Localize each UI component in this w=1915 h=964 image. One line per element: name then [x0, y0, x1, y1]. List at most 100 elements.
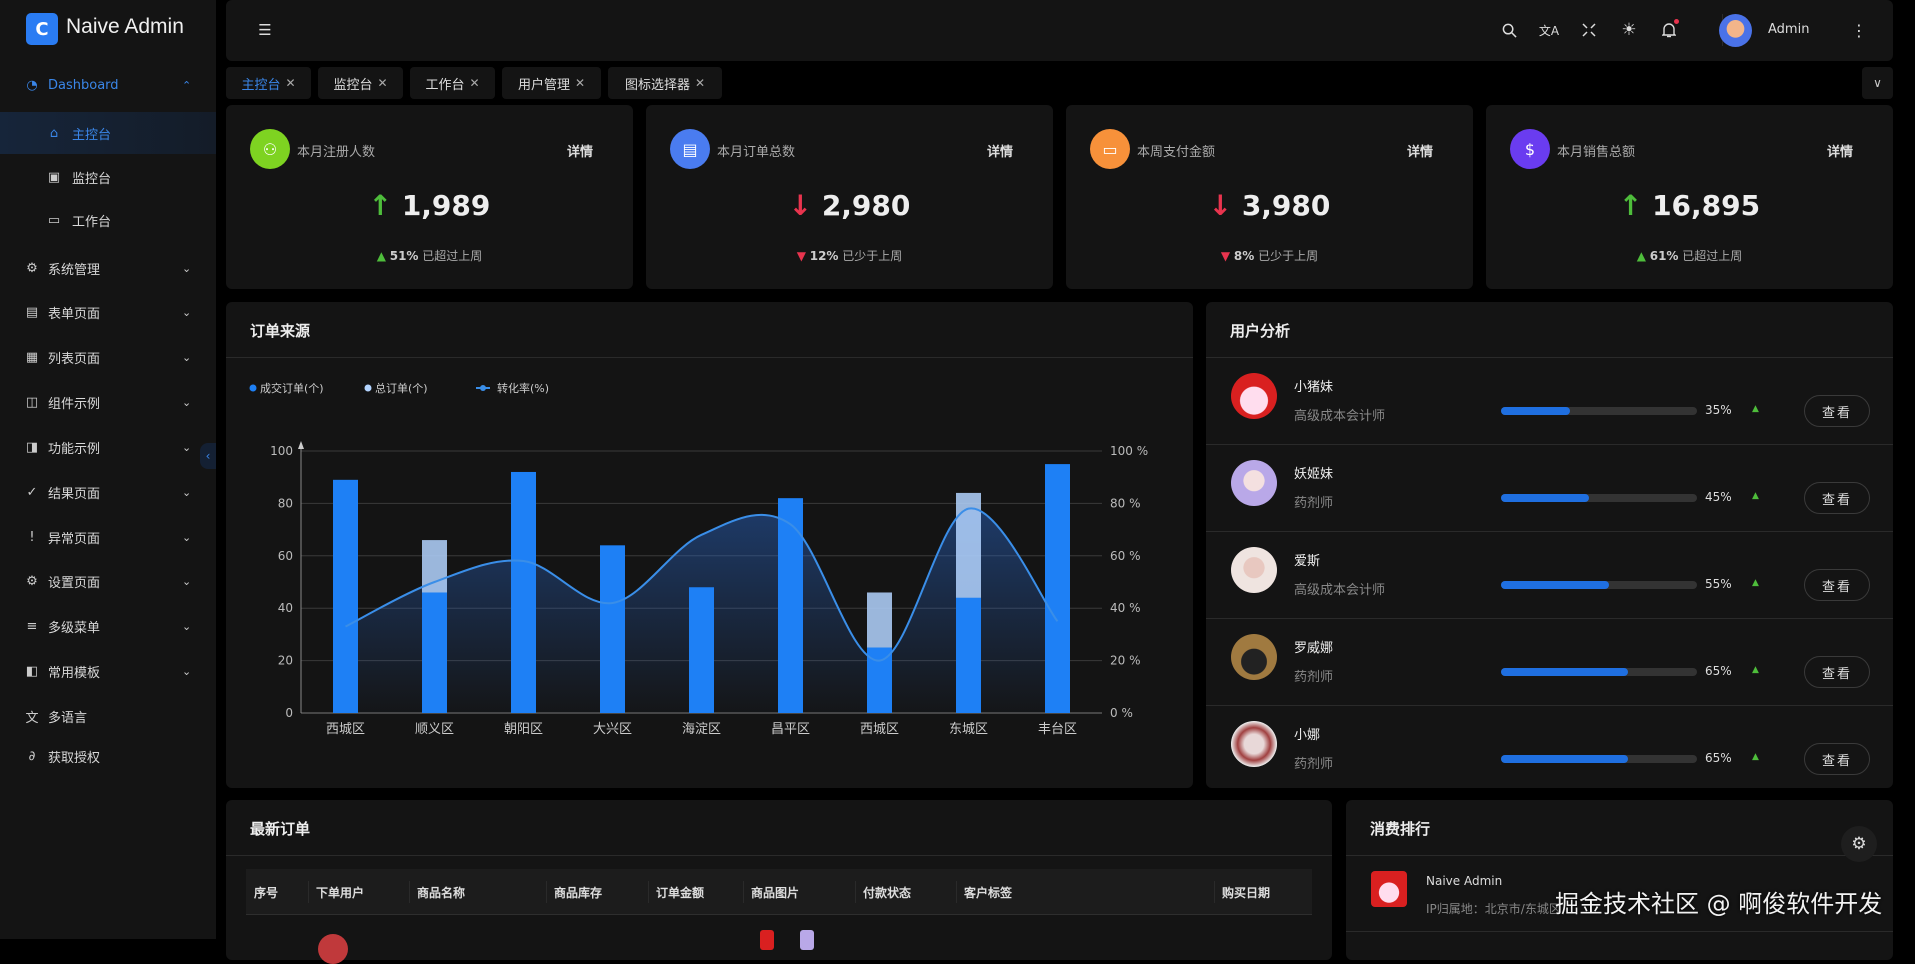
y-right-tick: 80 % — [1110, 496, 1141, 510]
sidebar-subitem-1[interactable]: ▣ 监控台 — [0, 156, 216, 198]
tab-1[interactable]: 监控台 ✕ — [318, 67, 403, 99]
bar-deal-orders — [600, 545, 625, 713]
chevron-down-icon: ⌄ — [182, 261, 192, 275]
progress-bar — [1501, 494, 1697, 502]
user-avatar — [1231, 721, 1277, 767]
stat-card: $ 本月销售总额 详情 ↑ 16,895 ▲ 61% 已超过上周 — [1486, 105, 1893, 289]
consumption-ranking-panel: 消费排行 Naive Admin IP归属地：北京市/东城区 — [1346, 800, 1893, 960]
stat-compare-text: 已超过上周 — [422, 249, 483, 263]
divider — [226, 357, 1193, 358]
stat-label: 本月订单总数 — [717, 145, 796, 160]
detail-link[interactable]: 详情 — [986, 145, 1013, 160]
settings-float-button[interactable]: ⚙ — [1841, 826, 1877, 862]
user-name: 小娜 — [1294, 728, 1321, 743]
sidebar-item-label: 监控台 — [72, 171, 112, 187]
tab-0[interactable]: 主控台 ✕ — [226, 67, 311, 99]
column-divider — [743, 881, 744, 903]
legend-label: 转化率(%) — [497, 381, 549, 395]
sidebar-item-12[interactable]: ∂ 获取授权 — [0, 735, 216, 777]
column-divider — [546, 881, 547, 903]
menu-fold-icon[interactable]: ☰ — [258, 21, 272, 39]
column-divider — [308, 881, 309, 903]
sun-icon[interactable]: ☀ — [1621, 20, 1637, 40]
stat-compare-text: 已少于上周 — [1258, 249, 1319, 263]
detail-link[interactable]: 详情 — [1406, 145, 1433, 160]
panel-title: 最新订单 — [250, 820, 311, 838]
stat-pct: 51% — [389, 249, 419, 263]
gear-icon: ⚙ — [26, 573, 38, 589]
stat-pct: 12% — [809, 249, 839, 263]
sidebar-subitem-0[interactable]: ⌂ 主控台 — [0, 112, 216, 154]
sidebar-item-9[interactable]: ≡ 多级菜单 ⌄ — [0, 605, 216, 647]
search-icon[interactable] — [1498, 19, 1520, 41]
sidebar-item-1[interactable]: ⚙ 系统管理 ⌄ — [0, 247, 216, 289]
y-left-tick: 20 — [278, 654, 293, 668]
progress-bar — [1501, 407, 1697, 415]
sidebar-subitem-2[interactable]: ▭ 工作台 — [0, 199, 216, 241]
sidebar-item-7[interactable]: ! 异常页面 ⌄ — [0, 516, 216, 558]
sidebar-item-8[interactable]: ⚙ 设置页面 ⌄ — [0, 560, 216, 602]
view-button[interactable]: 查看 — [1804, 482, 1870, 514]
stat-card: ▭ 本周支付金额 详情 ↓ 3,980 ▼ 8% 已少于上周 — [1066, 105, 1473, 289]
app-title: Naive Admin — [66, 15, 184, 38]
user-analysis-panel: 用户分析 小猪妹 高级成本会计师 35% ▲ 查看 妖姬妹 药剂师 45% ▲ 查看 爱斯 高级成本会… — [1206, 302, 1893, 788]
triangle-up-icon: ▲ — [1752, 491, 1759, 501]
fullscreen-icon[interactable] — [1578, 19, 1600, 41]
x-tick: 东城区 — [949, 722, 988, 737]
sidebar-item-0[interactable]: ◔ Dashboard ⌃ — [0, 64, 216, 106]
y-left-tick: 0 — [285, 706, 293, 720]
product-image — [760, 930, 774, 950]
progress-fill — [1501, 581, 1609, 589]
view-button[interactable]: 查看 — [1804, 569, 1870, 601]
user-row: 罗威娜 药剂师 65% ▲ 查看 — [1206, 619, 1893, 706]
bar-deal-orders — [689, 587, 714, 713]
bell-icon[interactable] — [1658, 19, 1680, 41]
view-button[interactable]: 查看 — [1804, 395, 1870, 427]
tab-3[interactable]: 用户管理 ✕ — [502, 67, 601, 99]
detail-link[interactable]: 详情 — [1826, 145, 1853, 160]
progress-label: 55% — [1705, 577, 1732, 591]
tab-4[interactable]: 图标选择器 ✕ — [608, 67, 722, 99]
sidebar-item-6[interactable]: ✓ 结果页面 ⌄ — [0, 471, 216, 513]
sidebar-item-3[interactable]: ▦ 列表页面 ⌄ — [0, 336, 216, 378]
view-button[interactable]: 查看 — [1804, 656, 1870, 688]
sidebar-item-10[interactable]: ◧ 常用模板 ⌄ — [0, 650, 216, 692]
user-row: 爱斯 高级成本会计师 55% ▲ 查看 — [1206, 532, 1893, 619]
user-avatar[interactable] — [1719, 14, 1752, 47]
sidebar-item-5[interactable]: ◨ 功能示例 ⌄ — [0, 426, 216, 468]
sidebar-item-label: 系统管理 — [48, 262, 101, 278]
user-avatar — [1231, 460, 1277, 506]
user-name[interactable]: Admin — [1768, 22, 1810, 37]
triangle-up-icon: ▲ — [376, 249, 390, 263]
x-tick: 朝阳区 — [504, 722, 543, 737]
progress-bar — [1501, 668, 1697, 676]
close-icon[interactable]: ✕ — [469, 76, 480, 90]
progress-fill — [1501, 668, 1629, 676]
chevron-up-icon: ⌃ — [182, 78, 192, 92]
close-icon[interactable]: ✕ — [574, 76, 586, 90]
tab-2[interactable]: 工作台 ✕ — [410, 67, 495, 99]
divider — [1346, 855, 1893, 856]
sidebar-item-4[interactable]: ◫ 组件示例 ⌄ — [0, 381, 216, 423]
user-role: 高级成本会计师 — [1294, 409, 1386, 424]
sidebar-item-label: 获取授权 — [48, 750, 101, 766]
close-icon[interactable]: ✕ — [694, 76, 706, 90]
sidebar-item-2[interactable]: ▤ 表单页面 ⌄ — [0, 291, 216, 333]
sidebar-collapse-button[interactable]: ‹ — [200, 443, 216, 469]
ranking-avatar — [1371, 871, 1407, 907]
user-role: 药剂师 — [1294, 757, 1334, 772]
tabs-dropdown-button[interactable]: ∨ — [1862, 67, 1893, 99]
view-button[interactable]: 查看 — [1804, 743, 1870, 775]
column-header: 客户标签 — [964, 886, 1013, 900]
dollar-icon: $ — [1510, 129, 1550, 169]
menu-icon: ≡ — [26, 618, 38, 634]
user-name: 妖姬妹 — [1294, 467, 1334, 482]
close-icon[interactable]: ✕ — [285, 76, 296, 90]
close-icon[interactable]: ✕ — [377, 76, 388, 90]
user-avatar — [1231, 547, 1277, 593]
more-vertical-icon[interactable]: ⋮ — [1851, 20, 1867, 40]
bar-deal-orders — [422, 592, 447, 713]
sidebar-item-11[interactable]: 文多语言 — [0, 695, 216, 737]
translate-icon[interactable]: 文A — [1538, 23, 1560, 38]
detail-link[interactable]: 详情 — [566, 145, 593, 160]
